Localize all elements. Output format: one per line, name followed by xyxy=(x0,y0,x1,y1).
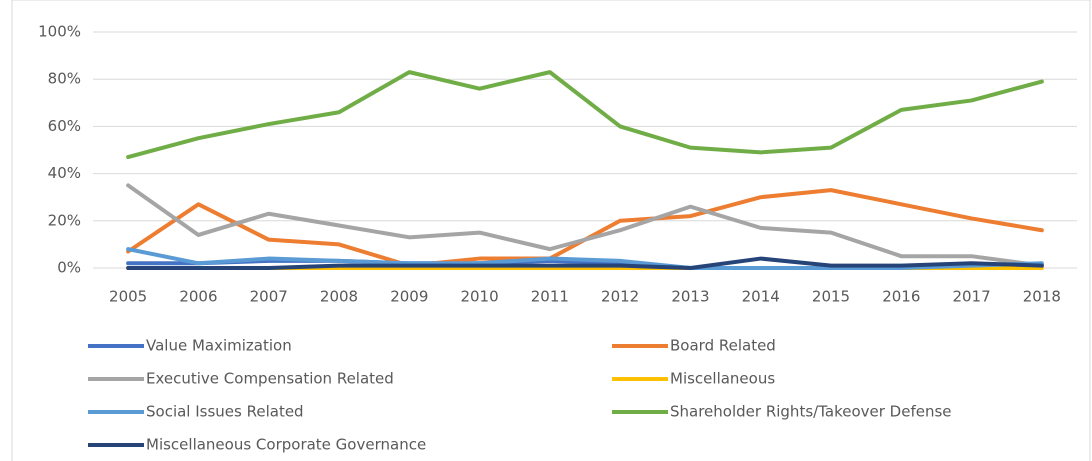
x-tick-label: 2011 xyxy=(531,288,569,306)
series-line xyxy=(126,247,1044,270)
y-tick-label: 0% xyxy=(57,259,81,277)
y-tick-label: 20% xyxy=(48,211,81,229)
x-tick-label: 2008 xyxy=(320,288,358,306)
x-tick-label: 2006 xyxy=(179,288,217,306)
series-line xyxy=(126,256,1044,270)
y-tick-label: 40% xyxy=(48,164,81,182)
legend-label: Shareholder Rights/Takeover Defense xyxy=(670,403,952,421)
x-tick-label: 2005 xyxy=(109,288,147,306)
x-tick-label: 2015 xyxy=(812,288,850,306)
series-line xyxy=(126,70,1044,160)
y-tick-label: 60% xyxy=(48,117,81,135)
x-tick-label: 2012 xyxy=(601,288,639,306)
legend-label: Value Maximization xyxy=(146,337,292,355)
legend-label: Miscellaneous Corporate Governance xyxy=(146,436,426,454)
legend-label: Board Related xyxy=(670,337,776,355)
x-tick-label: 2007 xyxy=(250,288,288,306)
x-tick-label: 2014 xyxy=(742,288,780,306)
x-tick-label: 2016 xyxy=(882,288,920,306)
x-tick-label: 2013 xyxy=(671,288,709,306)
legend-label: Executive Compensation Related xyxy=(146,370,394,388)
y-tick-label: 80% xyxy=(48,70,81,88)
x-tick-label: 2017 xyxy=(952,288,990,306)
chart-frame xyxy=(11,0,1091,461)
x-tick-label: 2009 xyxy=(390,288,428,306)
legend-label: Social Issues Related xyxy=(146,403,304,421)
legend-label: Miscellaneous xyxy=(670,370,775,388)
x-tick-label: 2018 xyxy=(1023,288,1061,306)
series-line xyxy=(126,183,1044,268)
y-tick-label: 100% xyxy=(38,23,81,41)
x-tick-label: 2010 xyxy=(460,288,498,306)
